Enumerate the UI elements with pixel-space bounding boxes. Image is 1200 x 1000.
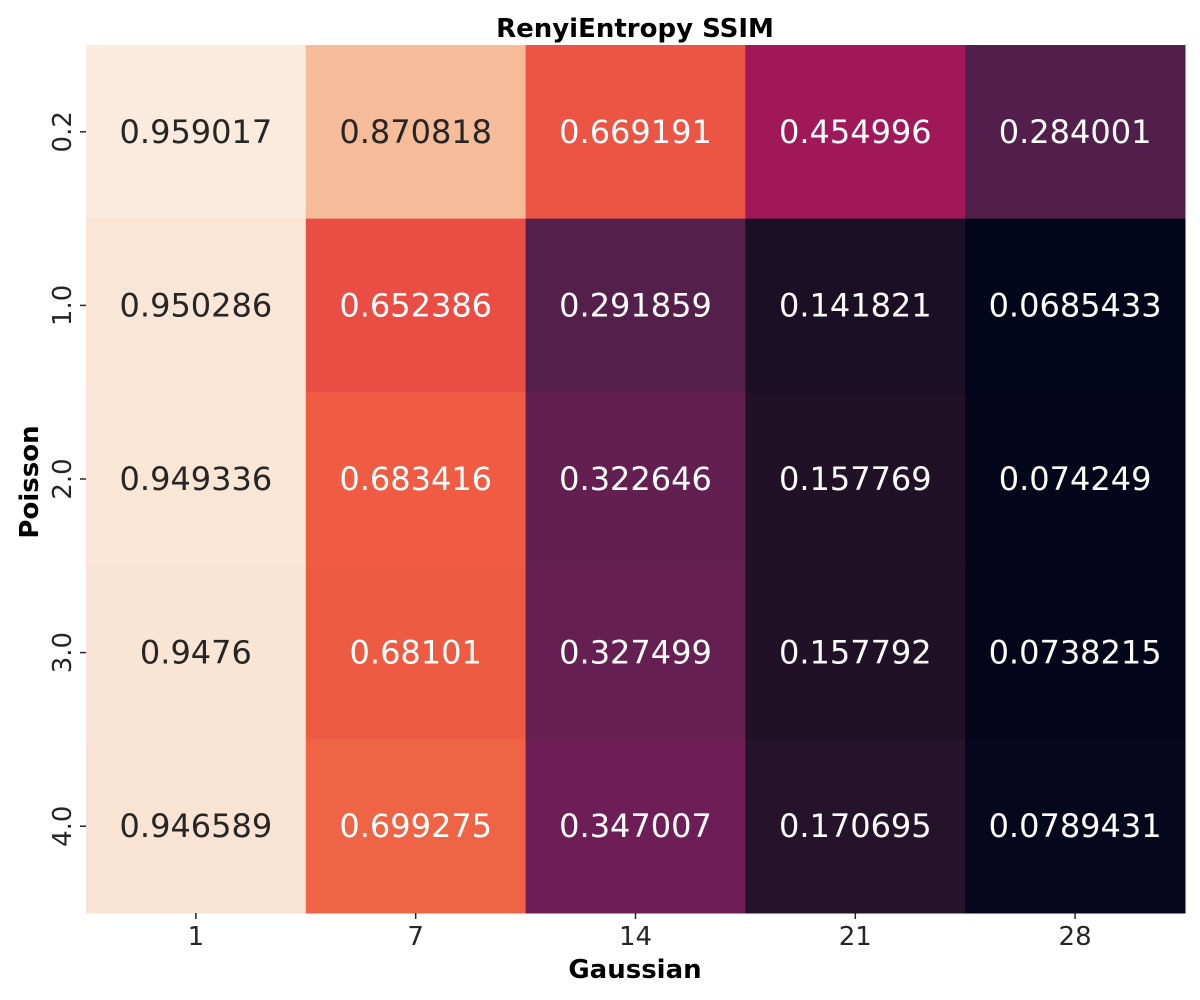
- cell-value-label: 0.683416: [339, 460, 492, 498]
- cell-value-label: 0.946589: [120, 807, 273, 845]
- x-tick-label: 1: [188, 922, 205, 952]
- heatmap-cell: [745, 392, 966, 567]
- x-tick-label: 7: [407, 922, 424, 952]
- chart-title: RenyiEntropy SSIM: [496, 14, 774, 44]
- cell-value-label: 0.141821: [779, 286, 932, 324]
- heatmap-cell: [965, 739, 1186, 914]
- heatmap-cell: [305, 218, 527, 393]
- heatmap-cell: [305, 392, 527, 567]
- heatmap-cell: [86, 739, 307, 914]
- y-tick-label: 0.2: [48, 111, 78, 152]
- heatmap-cell: [525, 45, 746, 220]
- cell-value-label: 0.322646: [559, 460, 712, 498]
- cell-value-label: 0.669191: [559, 113, 712, 151]
- y-tick-label: 2.0: [48, 458, 78, 499]
- cell-value-label: 0.0738215: [989, 634, 1162, 672]
- cell-value-label: 0.157792: [779, 634, 932, 672]
- cell-value-label: 0.074249: [999, 460, 1152, 498]
- cell-value-label: 0.170695: [779, 807, 932, 845]
- heatmap-cell: [745, 45, 966, 220]
- heatmap-cell: [525, 739, 746, 914]
- heatmap-cell: [965, 392, 1186, 567]
- heatmap-cells: 0.959017 0.870818 0.669191 0.454996 0.284001…: [86, 45, 1186, 914]
- cell-value-label: 0.347007: [559, 807, 712, 845]
- heatmap-cell: [965, 565, 1186, 740]
- heatmap-cell: [525, 218, 746, 393]
- cell-value-label: 0.454996: [779, 113, 932, 151]
- cell-value-label: 0.959017: [120, 113, 273, 151]
- heatmap-cell: [965, 218, 1186, 393]
- cell-value-label: 0.9476: [140, 634, 252, 672]
- heatmap-cell: [745, 565, 966, 740]
- cell-value-label: 0.652386: [339, 286, 492, 324]
- heatmap-cell: [86, 45, 307, 220]
- cell-value-label: 0.291859: [559, 286, 712, 324]
- heatmap-cell: [305, 565, 527, 740]
- cell-value-label: 0.0789431: [989, 807, 1162, 845]
- heatmap-cell: [305, 45, 527, 220]
- heatmap-cell: [745, 218, 966, 393]
- y-tick-label: 3.0: [48, 632, 78, 673]
- y-tick-label: 1.0: [48, 285, 78, 326]
- x-tick-label: 14: [619, 922, 652, 952]
- heatmap-cell: [745, 739, 966, 914]
- y-axis-ticks: 0.2 1.0 2.0 3.0 4.0: [48, 111, 86, 847]
- cell-value-label: 0.68101: [350, 634, 482, 672]
- x-axis-ticks: 1 7 14 21 28: [188, 913, 1092, 952]
- heatmap-cell: [305, 739, 527, 914]
- heatmap-cell: [86, 565, 307, 740]
- y-tick-label: 4.0: [48, 806, 78, 847]
- heatmap-cell: [525, 392, 746, 567]
- x-axis-label: Gaussian: [568, 955, 701, 985]
- cell-value-label: 0.870818: [339, 113, 492, 151]
- x-tick-label: 21: [839, 922, 872, 952]
- x-tick-label: 28: [1059, 922, 1092, 952]
- cell-value-label: 0.327499: [559, 634, 712, 672]
- heatmap-cell: [965, 45, 1186, 220]
- heatmap-cell: [86, 392, 307, 567]
- cell-value-label: 0.699275: [339, 807, 492, 845]
- cell-value-label: 0.949336: [120, 460, 273, 498]
- cell-value-label: 0.157769: [779, 460, 932, 498]
- y-axis-label: Poisson: [15, 425, 45, 538]
- heatmap-cell: [525, 565, 746, 740]
- cell-value-label: 0.0685433: [989, 286, 1162, 324]
- cell-value-label: 0.284001: [999, 113, 1152, 151]
- heatmap-cell: [86, 218, 307, 393]
- cell-value-label: 0.950286: [120, 286, 273, 324]
